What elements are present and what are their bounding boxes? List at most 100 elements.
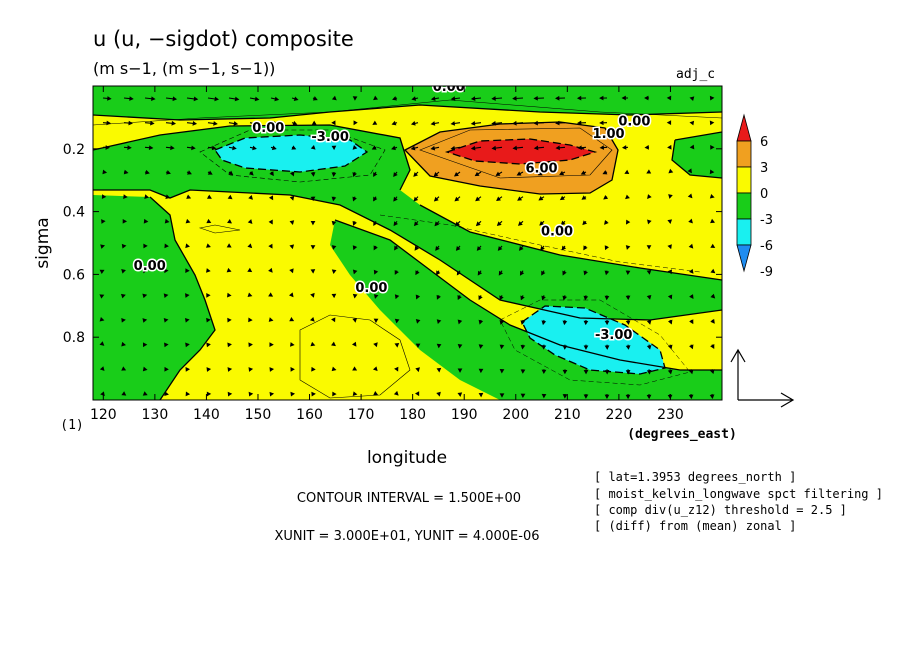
vector-arrow-head: [274, 96, 280, 102]
vector-arrow-head: [352, 269, 358, 275]
vector-arrow-head: [290, 367, 295, 372]
vector-arrow-head: [415, 367, 420, 373]
colorbar-swatch: [736, 192, 752, 220]
vector-arrow-head: [577, 145, 582, 151]
vector-arrow-head: [709, 369, 715, 375]
note-line-1: [ lat=1.3953 degrees_north ]: [594, 470, 796, 484]
vector-arrow-head: [206, 367, 212, 372]
vector-arrow-head: [470, 121, 476, 126]
vector-arrow-head: [206, 391, 212, 397]
vector-arrow-head: [252, 145, 257, 151]
vector-arrow-head: [414, 245, 420, 251]
vector-arrow-head: [533, 120, 538, 126]
vector-arrow-head: [496, 196, 501, 201]
vector-arrow-head: [373, 196, 378, 202]
vector-arrow-head: [373, 172, 378, 178]
vector-arrow-head: [248, 367, 254, 372]
vector-arrow-head: [185, 218, 191, 224]
vector-arrow-head: [436, 270, 441, 276]
vector-arrow-head: [268, 317, 274, 322]
vector-arrow-head: [206, 317, 211, 323]
vector-arrow-head: [621, 145, 627, 150]
plot-area: 0.000.001.000.00-3.006.000.000.000.00-3.…: [93, 86, 722, 400]
vector-arrow-head: [498, 270, 504, 276]
y-tick-label: 0.6: [63, 267, 85, 283]
vector-arrow-head: [121, 366, 127, 371]
contour-lines: [93, 99, 722, 400]
vector-arrow-head: [689, 144, 695, 150]
vector-arrow-head: [709, 169, 715, 175]
vector-arrow-head: [518, 245, 524, 251]
vector-arrow-head: [604, 370, 610, 375]
vector-arrow-head: [646, 344, 652, 350]
contour-label: 0.00: [618, 115, 650, 130]
vector-arrow-head: [269, 367, 275, 372]
vector-arrow-head: [312, 96, 318, 101]
vector-arrow-head: [206, 243, 211, 248]
vector-arrow-head: [268, 292, 274, 297]
vector-arrow-head: [455, 221, 460, 227]
vector-arrow-head: [668, 168, 674, 174]
vector-arrow-head: [537, 171, 543, 176]
vector-arrow-head: [436, 367, 442, 373]
vector-arrow-head: [352, 145, 358, 150]
vector-arrow-head: [233, 121, 239, 126]
contour-label: 0.00: [541, 224, 573, 239]
vector-arrow-head: [269, 391, 275, 397]
vector-arrow-head: [394, 269, 399, 275]
vector-arrow-head: [129, 96, 134, 101]
vector-arrow-head: [289, 244, 295, 250]
vector-arrow-head: [478, 295, 483, 301]
vector-arrow-head: [352, 245, 358, 251]
vector-arrow-head: [433, 172, 439, 177]
note-line-3: [ comp div(u_z12) threshold = 2.5 ]: [594, 503, 847, 517]
vector-arrow-head: [436, 294, 441, 300]
y-index-label: (1): [60, 418, 83, 433]
vector-arrow-head: [457, 368, 463, 373]
vector-arrow-head: [666, 95, 672, 101]
vector-arrow-head: [688, 394, 694, 400]
green-region-top: [93, 86, 722, 120]
vector-arrow-head: [621, 120, 626, 126]
vector-arrow-head: [496, 221, 502, 226]
vector-arrow-head: [391, 120, 397, 126]
vector-arrow-head: [455, 246, 461, 251]
vector-arrow-head: [625, 194, 630, 200]
vector-arrow-head: [625, 270, 631, 276]
vector-arrow-head: [644, 95, 649, 101]
vector-arrow-head: [143, 218, 149, 224]
vector-arrow-head: [415, 294, 421, 300]
vector-arrow-head: [352, 391, 358, 396]
vector-arrow-head: [332, 391, 337, 397]
vector-arrow-head: [709, 95, 715, 101]
vector-arrow-head: [107, 96, 112, 101]
colorbar-label: 0: [760, 187, 768, 202]
vector-arrow-head: [268, 195, 274, 201]
vector-arrow-head: [450, 96, 456, 101]
vector-arrow-head: [248, 317, 253, 323]
colorbar-swatch: [736, 218, 752, 246]
vector-arrow-head: [185, 342, 190, 348]
vector-arrow-head: [604, 270, 610, 276]
vector-arrow-head: [667, 319, 673, 325]
vector-arrow-head: [331, 245, 337, 250]
vector-arrow-head: [247, 267, 253, 273]
vector-arrow-head: [121, 317, 126, 323]
vector-arrow-head: [289, 220, 295, 225]
vector-arrow-head: [520, 393, 526, 399]
vector-arrow-head: [185, 293, 190, 298]
vector-arrow-head: [583, 320, 589, 326]
vector-arrow-head: [227, 317, 232, 323]
colorbar-swatch: [736, 244, 752, 273]
vector-arrow-head: [415, 391, 420, 397]
vector-arrow-head: [413, 196, 419, 202]
vector-arrow-head: [560, 220, 566, 226]
y-tick-label: 0.2: [63, 142, 85, 158]
vector-arrow-head: [519, 270, 525, 276]
vector-arrow-head: [164, 268, 169, 274]
vector-arrow-head: [227, 194, 233, 200]
vector-arrow-head: [310, 172, 316, 177]
vector-arrow-head: [646, 295, 652, 300]
vector-arrow-head: [457, 319, 463, 325]
vector-arrow-head: [555, 120, 560, 126]
